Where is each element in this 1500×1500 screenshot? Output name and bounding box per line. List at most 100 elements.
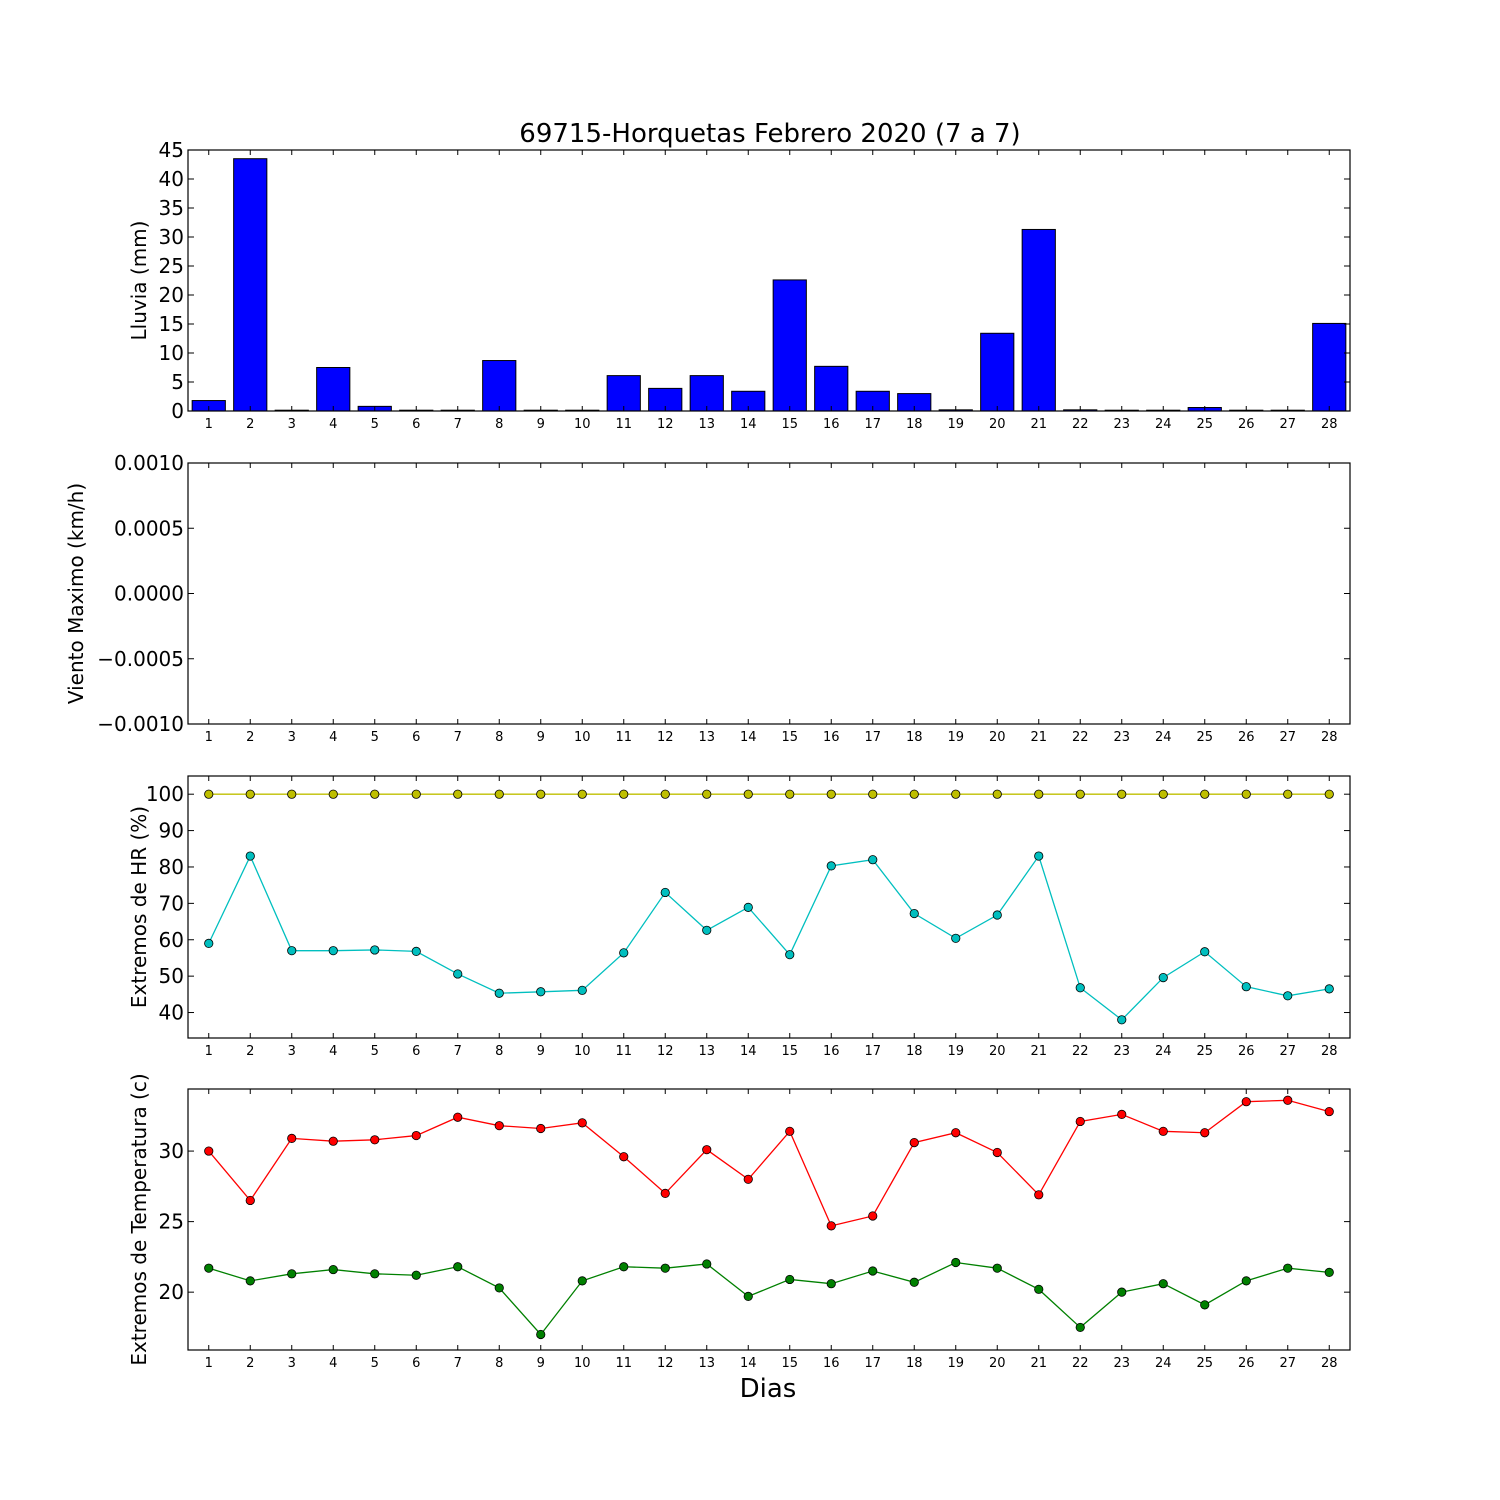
temp-xtick-label: 19 (947, 1356, 964, 1371)
temp-series-0-point (1117, 1109, 1127, 1119)
temp-series-1-point (245, 1276, 255, 1286)
hr-series-1-point (1324, 984, 1334, 994)
hr-xtick-label: 19 (947, 1044, 964, 1059)
temp-series-1-point (868, 1266, 878, 1276)
hr-xtick-label: 7 (454, 1044, 462, 1059)
temp-xtick-label: 22 (1072, 1356, 1089, 1371)
hr-xtick-label: 28 (1321, 1044, 1338, 1059)
temp-xtick-label: 8 (495, 1356, 503, 1371)
wind-ytick-label: 0.0010 (114, 451, 184, 475)
rain-xtick-label: 7 (454, 417, 462, 432)
hr-series-1-point (328, 946, 338, 956)
hr-xtick-label: 17 (864, 1044, 881, 1059)
hr-series-1-point (1034, 851, 1044, 861)
temp-xtick-label: 27 (1279, 1356, 1296, 1371)
wind-xtick-label: 10 (574, 730, 591, 745)
hr-xtick-label: 25 (1196, 1044, 1213, 1059)
temp-series-1-point (909, 1277, 919, 1287)
hr-xtick-label: 22 (1072, 1044, 1089, 1059)
wind-xtick-label: 9 (537, 730, 545, 745)
temp-series-1-point (660, 1263, 670, 1273)
temp-xtick-label: 3 (288, 1356, 296, 1371)
hr-axes-frame (187, 775, 1351, 1039)
rain-bar (482, 360, 517, 412)
temp-xtick-label: 18 (906, 1356, 923, 1371)
rain-xtick-label: 12 (657, 417, 674, 432)
hr-series-0-point (660, 789, 670, 799)
temp-series-1-point (1200, 1300, 1210, 1310)
temp-series-1-point (536, 1329, 546, 1340)
wind-xtick-label: 22 (1072, 730, 1089, 745)
temp-series-1-point (992, 1263, 1002, 1273)
hr-series-1-point (536, 987, 546, 997)
hr-ytick-label: 100 (146, 782, 184, 806)
hr-xtick-label: 27 (1279, 1044, 1296, 1059)
hr-xtick-label: 11 (615, 1044, 632, 1059)
hr-series-0-point (909, 789, 919, 799)
hr-series-1-point (826, 861, 836, 871)
hr-series-0-point (1034, 789, 1044, 799)
rain-xtick-label: 21 (1030, 417, 1047, 432)
temp-xtick-label: 20 (989, 1356, 1006, 1371)
temp-series-0-line (208, 1099, 1330, 1227)
temp-ytick-label: 30 (159, 1139, 184, 1163)
temp-series-1-point (453, 1262, 463, 1272)
hr-ylabel: Extremos de HR (%) (127, 806, 151, 1008)
temp-series-0-point (619, 1152, 629, 1162)
temp-series-0-point (660, 1188, 670, 1199)
hr-xtick-label: 10 (574, 1044, 591, 1059)
temp-xtick-label: 11 (615, 1356, 632, 1371)
hr-series-0-point (328, 789, 338, 799)
hr-xtick-label: 9 (537, 1044, 545, 1059)
wind-ytick-label: −0.0005 (97, 647, 184, 671)
chart-title: 69715-Horquetas Febrero 2020 (7 a 7) (519, 119, 1020, 149)
hr-series-0-point (1283, 789, 1293, 799)
temp-xtick-label: 6 (412, 1356, 420, 1371)
rain-xtick-label: 3 (288, 417, 296, 432)
wind-xtick-label: 21 (1030, 730, 1047, 745)
temp-series-1-point (702, 1259, 712, 1269)
temp-series-0-point (536, 1123, 546, 1134)
hr-series-1-point (702, 925, 712, 935)
hr-series-0-point (494, 789, 504, 799)
wind-xtick-label: 11 (615, 730, 632, 745)
panel-hr: 1 2 3 4 5 6 7 8 9 10 11 12 13 14 15 16 17 18 19 20 21 22 23 24 2… (127, 775, 1351, 1059)
rain-bar (606, 375, 641, 412)
hr-series-1-line (208, 854, 1330, 1021)
temp-xtick-label: 5 (371, 1356, 379, 1371)
panels: 1 2 3 4 5 6 7 8 9 10 11 12 13 14 15 16 17 18 19 20 21 22 23 24 2… (64, 138, 1351, 1371)
hr-xtick-label: 13 (698, 1044, 715, 1059)
hr-series-0-point (245, 789, 255, 799)
panel-temp: 1 2 3 4 5 6 7 8 9 10 11 12 13 14 15 16 17 18 19 20 21 22 23 24 2… (127, 1073, 1351, 1371)
rain-ytick-label: 45 (159, 138, 184, 162)
temp-series-1-point (1117, 1287, 1127, 1297)
rain-xtick-label: 16 (823, 417, 840, 432)
temp-series-0-point (245, 1195, 255, 1206)
temp-series-1-point (577, 1276, 587, 1286)
temp-series-0-point (204, 1146, 214, 1156)
hr-xtick-label: 21 (1030, 1044, 1047, 1059)
rain-xtick-label: 15 (781, 417, 798, 432)
hr-series-1-point (1117, 1015, 1127, 1025)
hr-series-0-point (619, 789, 629, 799)
hr-series-1-point (619, 948, 629, 958)
hr-series-0-point (536, 789, 546, 799)
temp-ytick-label: 20 (159, 1280, 184, 1304)
temp-xtick-label: 23 (1113, 1356, 1130, 1371)
hr-series-0-point (453, 789, 463, 799)
temp-xtick-label: 15 (781, 1356, 798, 1371)
wind-xtick-label: 19 (947, 730, 964, 745)
wind-axes-frame (187, 462, 1351, 725)
temp-series-1-point (1324, 1267, 1334, 1278)
hr-ytick-label: 40 (159, 1001, 184, 1025)
rain-xtick-label: 8 (495, 417, 503, 432)
temp-xtick-label: 1 (205, 1356, 213, 1371)
rain-ylabel: Lluvia (mm) (127, 221, 151, 341)
temp-xtick-label: 2 (246, 1356, 254, 1371)
temp-series-0-point (1283, 1095, 1293, 1105)
temp-series-0-point (1034, 1190, 1044, 1200)
hr-series-0-point (702, 789, 712, 799)
hr-series-0-point (577, 789, 587, 799)
hr-series-1-point (245, 851, 255, 861)
